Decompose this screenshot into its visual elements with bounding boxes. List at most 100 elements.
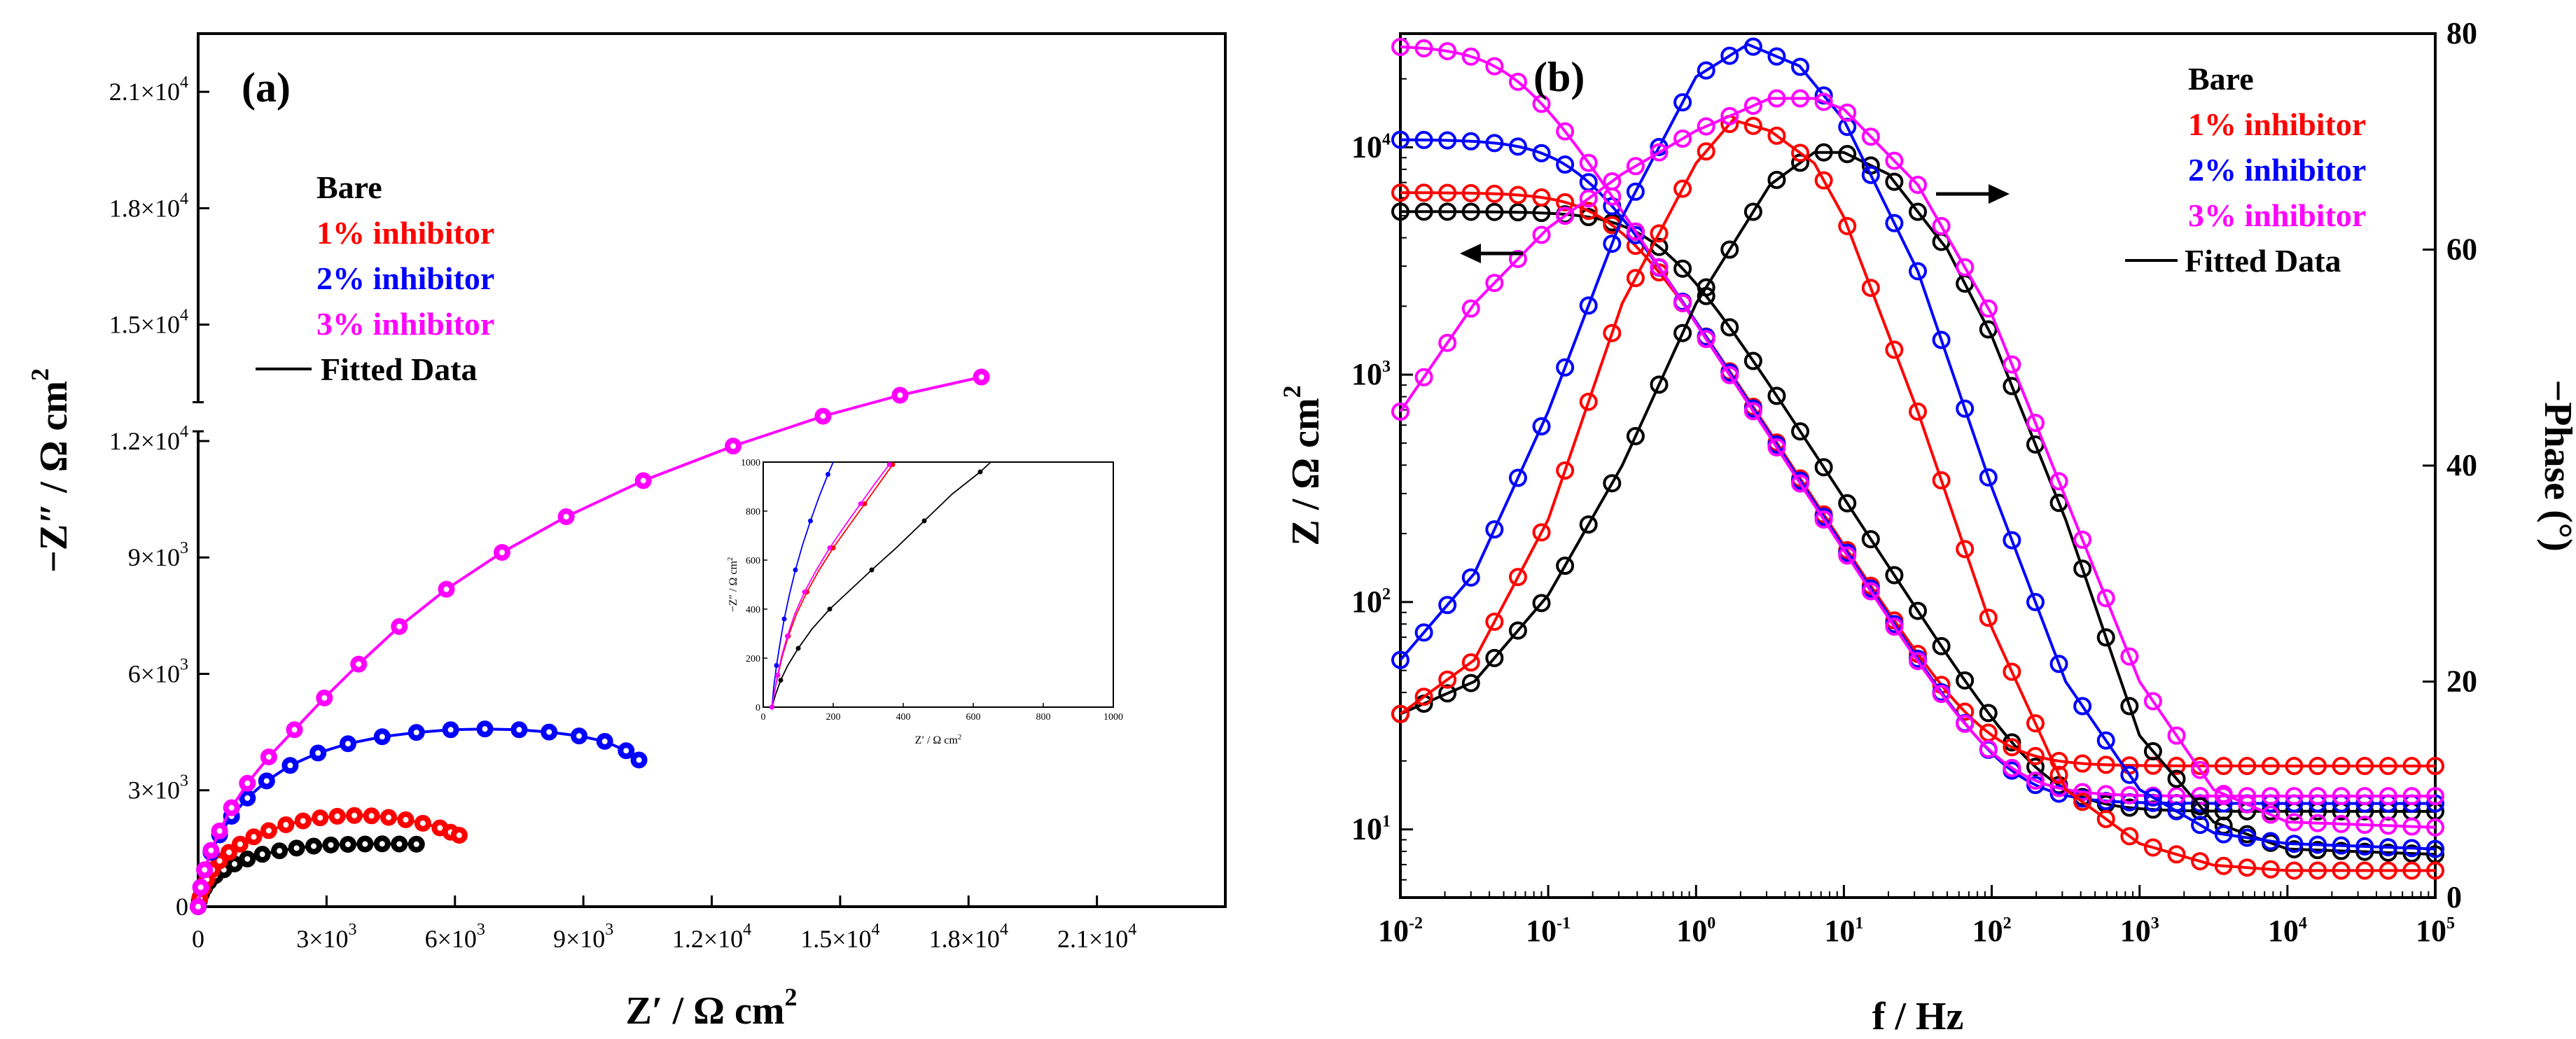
inset-data-point [793, 567, 798, 573]
bode-phase-point [1838, 103, 1857, 122]
bode-impedance-point [1532, 144, 1551, 162]
bode-impedance-point [1838, 494, 1857, 512]
bode-phase-point [1979, 608, 1998, 627]
bode-impedance-point [1391, 183, 1409, 202]
bode-phase-point [2214, 785, 2233, 804]
nyquist-data-point-center [291, 727, 298, 733]
bode-phase-point [1650, 143, 1669, 162]
inset-data-point [869, 567, 875, 573]
bode-phase-point [1932, 471, 1951, 490]
bode-phase-point [1485, 520, 1504, 539]
bode-impedance-point [1956, 714, 1975, 733]
nyquist-y-tick-label: 0 [176, 893, 188, 921]
nyquist-data-point-center [259, 851, 265, 858]
bode-phase-point [1391, 402, 1409, 421]
legend-3pct-inhibitor: 3% inhibitor [316, 306, 494, 342]
bode-phase-point [1720, 240, 1739, 259]
nyquist-data-point-center [437, 825, 443, 831]
bode-phase-point [1626, 269, 1645, 288]
inset-data-point [808, 518, 813, 524]
bode-phase-point [2309, 841, 2327, 860]
bode-impedance-point [2026, 771, 2045, 790]
bode-impedance-point [2026, 758, 2045, 776]
nyquist-x-axis-label: Z′ / Ω cm2 [625, 983, 797, 1033]
inset-data-point [785, 634, 790, 639]
bode-right-ticks: 0 20 40 60 80 [2423, 16, 2477, 914]
bode-impedance-point [1556, 155, 1575, 174]
bode-impedance-point [2285, 787, 2304, 806]
bode-phase-point [2026, 714, 2045, 733]
bode-phase-point [1743, 202, 1762, 221]
bode-impedance-point [1791, 422, 1810, 441]
nyquist-data-point-center [576, 733, 583, 739]
legend-bare: Bare [316, 169, 382, 205]
bode-impedance-point [1814, 510, 1833, 529]
bode-phase-point [2167, 726, 2186, 745]
nyquist-data-point-center [265, 754, 272, 760]
bode-phase-point [2096, 589, 2115, 608]
nyquist-data-point-center [265, 828, 272, 834]
bode-phase-point [1720, 106, 1739, 125]
bode-phase-point [2261, 832, 2280, 851]
nyquist-data-point-center [516, 727, 522, 733]
nyquist-x-tick-label: 0 [192, 925, 204, 953]
bode-phase-point [2426, 839, 2444, 858]
bode-phase-point [2073, 559, 2092, 578]
bode-phase-point [2143, 838, 2162, 857]
bode-phase-point [1603, 235, 1622, 253]
legend-1pct-inhibitor: 1% inhibitor [316, 215, 494, 251]
bode-phase-point [2379, 861, 2397, 880]
inset-data-point [921, 518, 927, 524]
nyquist-data-point-center [263, 778, 270, 784]
nyquist-y-tick-label: 3×103 [128, 772, 188, 804]
nyquist-data-point-center [208, 847, 214, 853]
bode-phase-point [1791, 144, 1810, 162]
bode-phase-point [1461, 674, 1480, 692]
bode-x-tick-label: 105 [2416, 914, 2455, 948]
bode-phase-point [1650, 375, 1669, 394]
inset-data-point [890, 462, 896, 467]
bode-impedance-point [2073, 754, 2092, 773]
bode-phase-point [1885, 172, 1904, 191]
nyquist-data-point-center [293, 845, 300, 851]
bode-impedance-point [1414, 39, 1433, 58]
inset-data-point [778, 678, 784, 683]
bode-x-tick-label: 103 [2120, 914, 2159, 948]
nyquist-data-point-center [356, 661, 362, 667]
bode-impedance-point [1579, 153, 1598, 172]
inset-data-point [775, 673, 780, 678]
bode-left-tick-label: 102 [1351, 585, 1391, 619]
bode-phase-point [2191, 852, 2210, 871]
bode-right-tick-label: 0 [2446, 880, 2462, 914]
bode-phase-point [2285, 835, 2304, 853]
nyquist-data-point-center [413, 730, 419, 736]
bode-phase-point [2120, 697, 2139, 716]
bode-phase-point [2003, 355, 2021, 374]
nyquist-data-point-center [328, 842, 334, 848]
bode-phase-point [1885, 151, 1904, 170]
bode-impedance-point [2261, 757, 2280, 776]
bode-impedance-point [2049, 784, 2068, 803]
bode-impedance-point [1979, 704, 1998, 723]
bode-phase-point [2355, 816, 2374, 835]
bode-impedance-point [1414, 130, 1433, 149]
legend-2pct-inhibitor: 2% inhibitor [2188, 152, 2366, 188]
bode-phase-point [2332, 814, 2351, 833]
nyquist-data-point-center [640, 477, 646, 484]
bode-phase-point [1461, 299, 1480, 318]
inset-series-3pct-inhibitor [770, 462, 892, 710]
bode-impedance-point [1956, 671, 1975, 690]
bode-phase-point [1767, 47, 1786, 66]
bode-phase-point [2191, 797, 2210, 816]
bode-impedance-point [1697, 330, 1715, 349]
bode-phase-point [1414, 623, 1433, 642]
nyquist-data-point-center [396, 623, 403, 629]
bode-impedance-point [1720, 318, 1739, 337]
nyquist-data-point-center [317, 815, 323, 821]
bode-phase-point [2309, 861, 2327, 880]
bode-impedance-point [1414, 183, 1433, 202]
bode-phase-point [1461, 653, 1480, 672]
bode-right-tick-label: 40 [2446, 448, 2477, 482]
bode-impedance-point [1743, 351, 1762, 370]
bode-x-tick-label: 100 [1676, 914, 1715, 948]
